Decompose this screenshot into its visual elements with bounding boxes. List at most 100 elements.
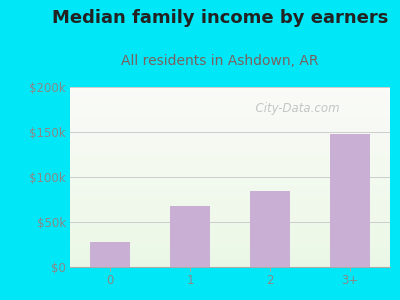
Bar: [70, 164, 390, 166]
Bar: [70, 229, 390, 231]
Bar: [70, 157, 390, 159]
Bar: [70, 112, 390, 114]
Bar: [70, 181, 390, 182]
Bar: [70, 240, 390, 242]
Bar: [70, 87, 390, 89]
Bar: [70, 154, 390, 155]
Bar: [70, 150, 390, 152]
Bar: [70, 121, 390, 123]
Bar: [70, 190, 390, 191]
Bar: [70, 253, 390, 254]
Bar: [70, 182, 390, 184]
Bar: [70, 202, 390, 204]
Bar: [70, 193, 390, 195]
Bar: [70, 224, 390, 226]
Bar: [330, 134, 370, 267]
Bar: [70, 208, 390, 209]
Bar: [70, 163, 390, 164]
Bar: [70, 125, 390, 127]
Bar: [70, 159, 390, 161]
Bar: [70, 110, 390, 112]
Bar: [70, 130, 390, 132]
Bar: [70, 263, 390, 265]
Bar: [70, 141, 390, 143]
Bar: [70, 146, 390, 148]
Bar: [70, 195, 390, 197]
Bar: [70, 123, 390, 125]
Bar: [70, 175, 390, 177]
Bar: [70, 231, 390, 233]
Bar: [70, 218, 390, 220]
Bar: [70, 119, 390, 121]
Bar: [70, 114, 390, 116]
Bar: [70, 242, 390, 244]
Bar: [70, 148, 390, 150]
Bar: [70, 191, 390, 193]
Bar: [70, 184, 390, 186]
Bar: [70, 197, 390, 199]
Bar: [70, 213, 390, 215]
Bar: [70, 100, 390, 101]
Bar: [70, 143, 390, 145]
Bar: [70, 265, 390, 267]
Bar: [70, 179, 390, 181]
Bar: [70, 200, 390, 202]
Bar: [70, 92, 390, 94]
Bar: [70, 101, 390, 103]
Bar: [70, 188, 390, 190]
Bar: [70, 128, 390, 130]
Bar: [70, 105, 390, 107]
Bar: [70, 172, 390, 173]
Bar: [70, 233, 390, 235]
Bar: [70, 249, 390, 251]
Bar: [70, 96, 390, 98]
Bar: [70, 209, 390, 211]
Text: All residents in Ashdown, AR: All residents in Ashdown, AR: [121, 54, 319, 68]
Bar: [70, 107, 390, 109]
Bar: [70, 161, 390, 163]
Bar: [70, 168, 390, 170]
Bar: [170, 206, 210, 267]
Bar: [70, 94, 390, 96]
Bar: [70, 145, 390, 146]
Bar: [250, 190, 290, 267]
Bar: [70, 109, 390, 110]
Text: Median family income by earners: Median family income by earners: [52, 9, 388, 27]
Bar: [70, 235, 390, 236]
Bar: [70, 238, 390, 240]
Bar: [70, 166, 390, 168]
Bar: [70, 206, 390, 208]
Bar: [70, 152, 390, 154]
Bar: [70, 170, 390, 172]
Bar: [70, 258, 390, 260]
Bar: [70, 98, 390, 100]
Bar: [70, 217, 390, 218]
Bar: [70, 222, 390, 224]
Bar: [70, 226, 390, 227]
Bar: [70, 103, 390, 105]
Bar: [70, 116, 390, 118]
Bar: [70, 204, 390, 206]
Bar: [70, 127, 390, 128]
Bar: [70, 186, 390, 188]
Bar: [70, 227, 390, 229]
Bar: [70, 91, 390, 92]
Bar: [70, 260, 390, 262]
Bar: [70, 132, 390, 134]
Bar: [70, 136, 390, 137]
Bar: [90, 242, 130, 267]
Bar: [70, 155, 390, 157]
Bar: [70, 254, 390, 256]
Bar: [70, 262, 390, 263]
Bar: [70, 134, 390, 136]
Bar: [70, 251, 390, 253]
Bar: [70, 211, 390, 213]
Bar: [70, 215, 390, 217]
Bar: [70, 173, 390, 175]
Bar: [70, 137, 390, 139]
Bar: [70, 256, 390, 258]
Bar: [70, 247, 390, 249]
Bar: [70, 245, 390, 247]
Bar: [70, 236, 390, 238]
Bar: [70, 220, 390, 222]
